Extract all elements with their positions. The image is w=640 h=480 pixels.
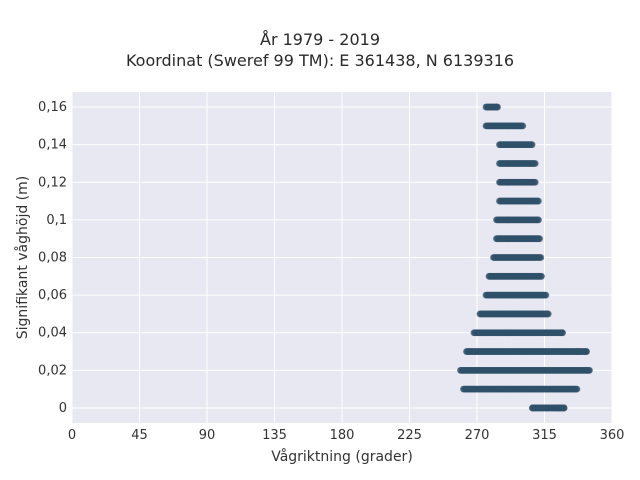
data-point <box>536 235 543 243</box>
y-tick-label: 0,02 <box>38 363 67 378</box>
x-tick-label: 270 <box>465 428 490 443</box>
data-point <box>532 404 539 412</box>
data-point <box>538 272 545 280</box>
data-point <box>586 366 593 374</box>
x-tick-label: 0 <box>68 428 76 443</box>
grid <box>71 92 613 423</box>
data-point <box>519 122 527 130</box>
y-tick-label: 0,08 <box>38 251 67 266</box>
data-point <box>537 254 545 261</box>
data-point <box>531 178 539 186</box>
data-point <box>560 404 568 412</box>
chart-title-line-1: År 1979 - 2019 <box>260 30 380 49</box>
y-tick-label: 0,1 <box>46 213 67 228</box>
y-tick-label: 0,12 <box>38 175 67 190</box>
data-point <box>534 197 542 205</box>
data-point <box>528 141 536 149</box>
data-point <box>574 348 581 355</box>
y-tick-labels: 0 0,02 0,04 0,06 0,08 0,1 0,12 0,14 0,16 <box>38 100 67 416</box>
y-axis-title: Signifikant våghöjd (m) <box>14 176 31 339</box>
data-point <box>573 385 581 393</box>
x-tick-label: 360 <box>600 428 625 443</box>
x-tick-label: 315 <box>532 428 557 443</box>
data-point <box>583 348 590 355</box>
y-tick-label: 0,06 <box>38 288 67 303</box>
x-tick-label: 180 <box>330 428 355 443</box>
data-point <box>542 404 550 412</box>
data-points <box>457 103 593 412</box>
x-tick-label: 225 <box>397 428 422 443</box>
y-tick-label: 0 <box>59 401 67 416</box>
data-point <box>493 103 500 111</box>
x-tick-label: 45 <box>131 428 148 443</box>
y-tick-label: 0,16 <box>38 100 67 115</box>
x-tick-label: 135 <box>262 428 287 443</box>
data-point <box>544 310 552 318</box>
y-tick-label: 0,04 <box>38 326 67 341</box>
data-point <box>542 291 550 299</box>
x-tick-labels: 0 45 90 135 180 225 270 315 360 <box>68 428 625 443</box>
data-point <box>559 329 566 337</box>
x-axis-title: Vågriktning (grader) <box>271 448 413 465</box>
chart-title-line-2: Koordinat (Sweref 99 TM): E 361438, N 61… <box>125 51 515 70</box>
x-tick-label: 90 <box>199 428 216 443</box>
data-point <box>535 216 542 224</box>
y-tick-label: 0,14 <box>38 138 67 153</box>
data-point <box>531 160 539 167</box>
